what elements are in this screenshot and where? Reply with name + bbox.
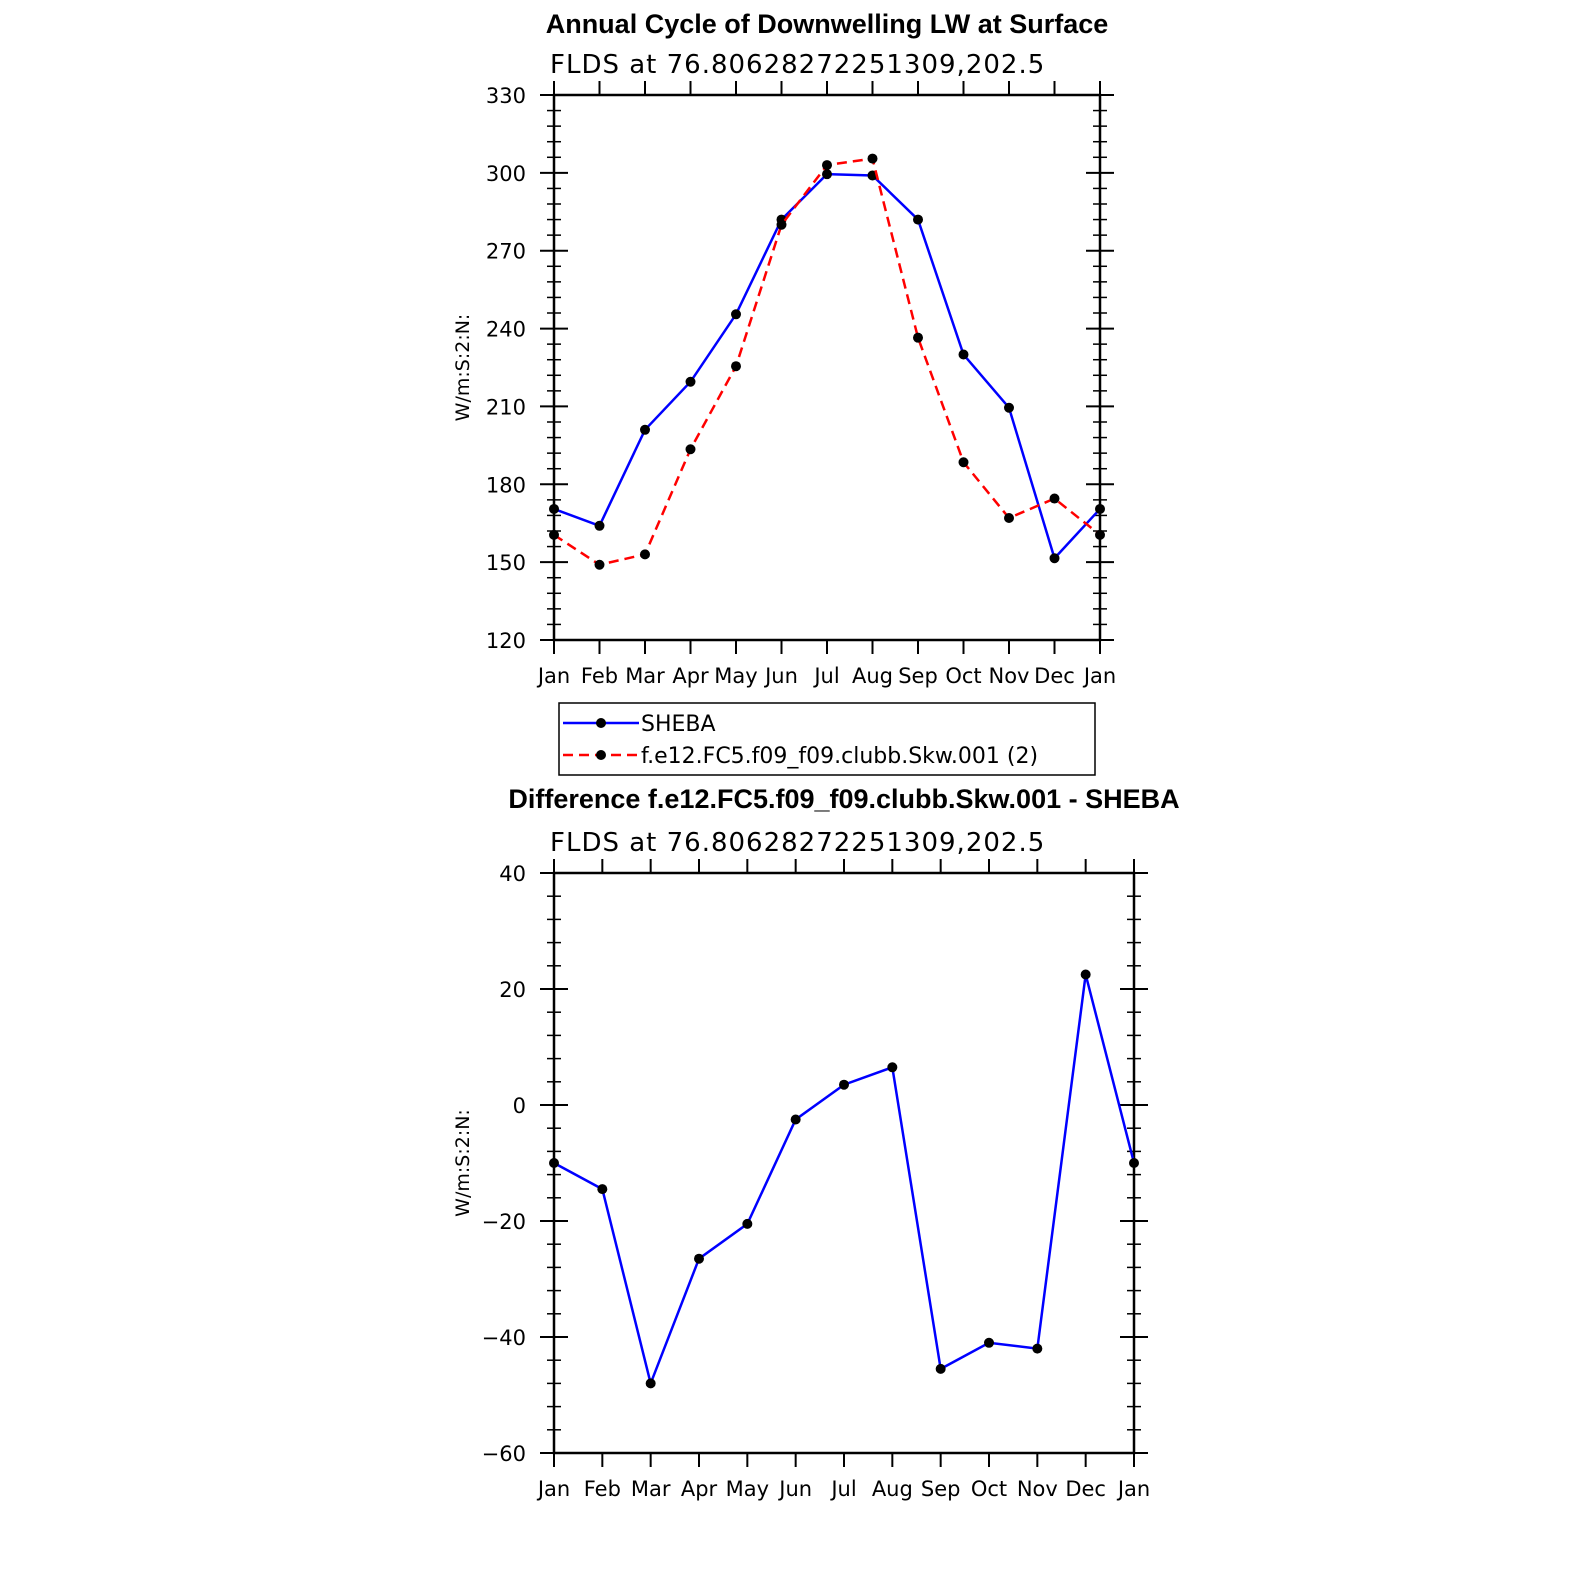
x-tick-label: Apr [681, 1477, 718, 1501]
data-point [694, 1253, 704, 1264]
data-point [1095, 503, 1105, 514]
series-line-0 [553, 172, 1101, 561]
series-line-1 [553, 157, 1101, 567]
x-tick-label: Jun [763, 664, 798, 688]
x-tick-label: Aug [872, 1477, 913, 1501]
x-tick-label: Sep [898, 664, 938, 688]
y-tick-label: −20 [482, 1210, 526, 1234]
data-point [913, 214, 923, 225]
legend-marker [596, 750, 606, 760]
data-point [594, 559, 605, 570]
data-point [597, 1184, 608, 1195]
chart-subtitle: FLDS at 76.80628272251309,202.5 [550, 50, 1045, 80]
data-point [984, 1337, 994, 1348]
x-tick-label: Jan [1082, 664, 1116, 688]
x-tick-label: Jun [777, 1477, 812, 1501]
chart-difference: Difference f.e12.FC5.f09_f09.clubb.Skw.0… [452, 784, 1180, 1501]
y-axis-label: W/m:S:2:N: [452, 1109, 474, 1217]
data-point [1095, 529, 1105, 540]
x-tick-label: Dec [1034, 664, 1075, 688]
chart-title: Annual Cycle of Downwelling LW at Surfac… [546, 9, 1109, 39]
data-point [549, 529, 559, 540]
y-tick-label: 300 [486, 162, 526, 186]
data-point [640, 549, 650, 560]
x-tick-label: May [726, 1477, 769, 1501]
data-point [685, 444, 696, 455]
x-tick-label: Feb [584, 1477, 621, 1501]
x-tick-label: Jul [829, 1477, 856, 1501]
data-point [1004, 513, 1014, 524]
x-tick-label: Jan [536, 664, 570, 688]
data-point [839, 1079, 849, 1090]
legend-box [558, 702, 1096, 776]
data-point [867, 153, 878, 164]
data-point [549, 503, 559, 514]
x-tick-label: Oct [945, 664, 981, 688]
data-point [958, 349, 969, 360]
data-point [913, 332, 923, 343]
data-point [935, 1363, 946, 1374]
plot-frame [552, 871, 1136, 1455]
x-tick-label: Dec [1065, 1477, 1106, 1501]
legend-label: f.e12.FC5.f09_f09.clubb.Skw.001 (2) [641, 744, 1038, 769]
y-tick-label: 180 [486, 473, 526, 497]
x-tick-label: Jan [536, 1477, 570, 1501]
legend: SHEBA f.e12.FC5.f09_f09.clubb.Skw.001 (2) [558, 702, 1096, 776]
x-tick-label: Jul [812, 664, 839, 688]
x-tick-label: Aug [852, 664, 893, 688]
y-tick-label: 150 [486, 551, 526, 575]
data-point [1049, 493, 1060, 504]
y-tick-label: 20 [499, 978, 526, 1002]
data-point [549, 1158, 559, 1168]
data-point [790, 1114, 801, 1125]
legend-marker [596, 718, 606, 728]
x-tick-label: Mar [625, 664, 665, 688]
y-tick-label: −60 [482, 1442, 526, 1466]
x-tick-label: Nov [989, 664, 1030, 688]
x-tick-label: Feb [581, 664, 618, 688]
data-point [822, 169, 832, 180]
chart-title: Difference f.e12.FC5.f09_f09.clubb.Skw.0… [508, 784, 1179, 814]
series-line-0 [553, 974, 1136, 1388]
y-tick-label: 330 [486, 84, 526, 108]
y-tick-label: 240 [486, 318, 526, 342]
data-point [1004, 402, 1014, 413]
data-point [594, 520, 605, 531]
data-point [1032, 1343, 1043, 1354]
chart-subtitle: FLDS at 76.80628272251309,202.5 [550, 828, 1045, 858]
x-tick-label: Apr [672, 664, 709, 688]
data-point [640, 424, 650, 435]
data-point [776, 219, 787, 230]
y-tick-label: 120 [486, 629, 526, 653]
x-tick-label: Jan [1116, 1477, 1150, 1501]
y-tick-label: 0 [513, 1094, 526, 1118]
x-tick-label: May [714, 664, 757, 688]
data-point [958, 457, 969, 468]
y-tick-label: 40 [499, 862, 526, 886]
x-tick-label: Sep [921, 1477, 961, 1501]
y-axis-label: W/m:S:2:N: [452, 314, 474, 422]
data-point [1129, 1158, 1139, 1168]
x-tick-label: Oct [971, 1477, 1007, 1501]
y-tick-label: 270 [486, 240, 526, 264]
data-point [742, 1218, 753, 1229]
data-point [822, 160, 832, 171]
x-tick-label: Mar [631, 1477, 671, 1501]
data-point [1049, 553, 1060, 564]
y-tick-label: 210 [486, 395, 526, 419]
data-point [685, 376, 696, 387]
y-tick-label: −40 [482, 1326, 526, 1350]
data-point [645, 1378, 656, 1389]
x-tick-label: Nov [1017, 1477, 1058, 1501]
data-point [731, 361, 741, 372]
chart-annual-cycle: Annual Cycle of Downwelling LW at Surfac… [452, 9, 1116, 776]
data-point [731, 309, 741, 320]
legend-label: SHEBA [641, 712, 716, 737]
data-point [1080, 969, 1091, 980]
data-point [887, 1062, 898, 1073]
